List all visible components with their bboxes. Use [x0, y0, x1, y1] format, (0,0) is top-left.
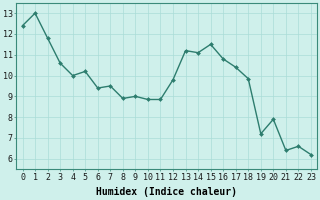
X-axis label: Humidex (Indice chaleur): Humidex (Indice chaleur) [96, 187, 237, 197]
